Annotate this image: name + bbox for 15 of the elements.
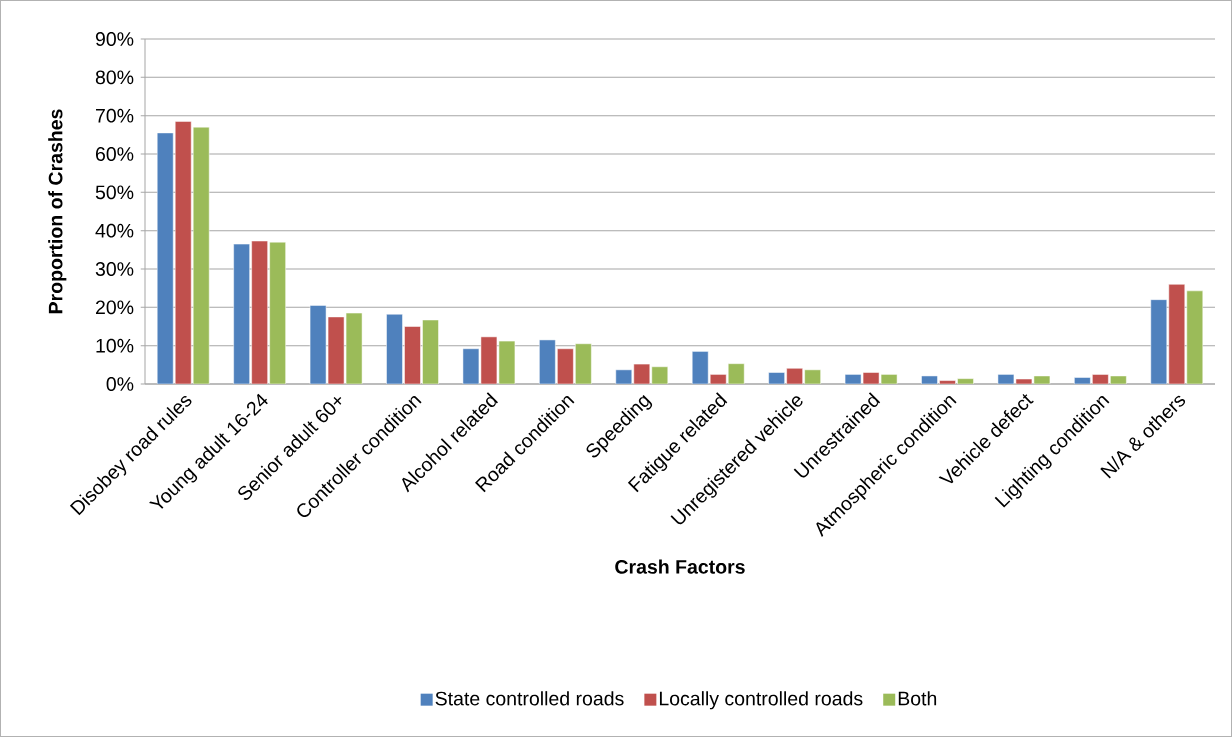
y-tick-label: 60% — [95, 147, 134, 161]
y-tick-label: 0% — [106, 377, 134, 391]
y-axis-title: Proportion of Crashes — [48, 109, 67, 314]
legend-label: State controlled roads — [435, 691, 624, 706]
y-tick-label: 30% — [95, 262, 134, 276]
y-tick-label: 20% — [95, 300, 134, 315]
legend-label: Both — [898, 691, 937, 706]
y-tick-label: 70% — [96, 108, 134, 123]
y-tick-label: 50% — [95, 185, 134, 200]
y-tick-label: 80% — [95, 70, 134, 85]
legend-label: Locally controlled roads — [659, 691, 863, 710]
y-tick-label: 10% — [96, 338, 134, 353]
x-axis-title: Crash Factors — [615, 559, 745, 574]
y-tick-label: 40% — [95, 223, 134, 238]
y-tick-label: 90% — [95, 32, 134, 46]
